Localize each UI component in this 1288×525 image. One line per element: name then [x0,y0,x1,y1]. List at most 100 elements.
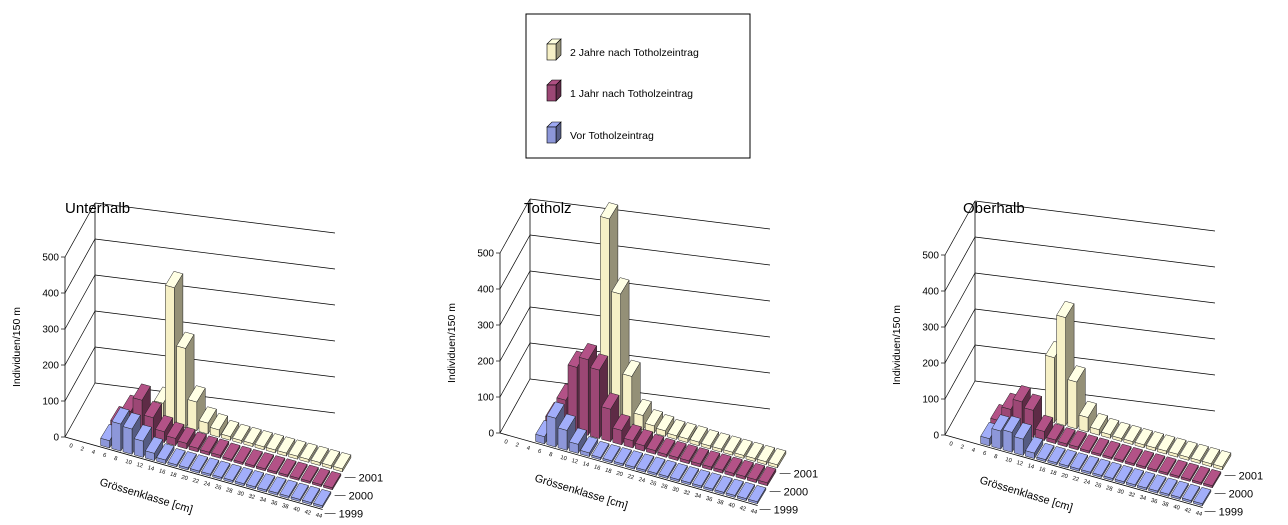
bar [1193,500,1203,507]
bar [669,476,680,483]
bar [321,462,332,470]
x-tick-label: 44 [315,512,324,520]
x-tick-label: 12 [1016,460,1024,468]
legend-swatch [546,84,557,102]
y-axis-label: Individuen/150 m [891,305,903,385]
x-axis-line [944,434,1203,508]
bar [255,466,266,472]
x-tick-label: 24 [638,477,647,485]
bar [1145,445,1156,452]
legend-label: 1 Jahr nach Totholzeintrag [570,88,693,100]
bar [279,493,290,499]
bar [187,399,198,432]
y-tick-label: 0 [53,433,59,444]
bar [1124,460,1135,467]
x-tick-label: 6 [102,453,107,460]
bar [290,496,301,502]
gridline-side [499,378,531,434]
bar [1157,448,1167,455]
bar [546,415,557,448]
y-tick-label: 300 [477,321,494,332]
x-tick-label: 16 [158,468,166,476]
legend: 2 Jahre nach Totholzeintrag 1 Jahr nach T… [525,13,751,159]
bar [602,458,613,464]
bar [122,426,133,455]
bar [165,284,175,425]
y-tick-label: 300 [922,323,939,334]
bar [277,450,287,457]
bar [1180,476,1191,482]
bar [1135,464,1146,470]
x-tick-label: 28 [1105,485,1113,493]
bar [1203,482,1213,489]
series-label: 1999 [339,508,363,520]
bar [209,427,220,438]
bar [758,480,768,487]
series-label: 2000 [349,490,373,502]
x-tick-label: 38 [716,499,724,507]
series-label: 2000 [784,486,808,498]
bar [667,432,677,440]
gridline [94,202,336,234]
chart-title: Totholz [524,200,572,217]
bar [188,445,199,453]
bar [311,481,322,488]
gridline-side [944,344,976,400]
bar [724,470,735,477]
bar [1092,472,1102,478]
bar [245,484,256,490]
bar [198,420,209,435]
bar [288,453,298,460]
bar [1213,464,1223,471]
bar [735,473,746,480]
bar [1123,438,1134,445]
bar [578,356,589,436]
bar [333,466,343,473]
bar [254,444,265,451]
bar [725,492,736,498]
x-axis-line [499,432,758,506]
gridline [94,274,336,306]
bar [1134,442,1145,449]
gridline [94,310,336,342]
bar [1089,426,1100,436]
bar [1181,497,1192,504]
gridline [974,308,1216,340]
bar [756,458,767,466]
bar [1013,436,1024,456]
bar [244,462,255,469]
gridline [974,236,1216,268]
bar [268,490,278,496]
x-tick-label: 44 [750,508,759,516]
x-tick-label: 16 [593,464,601,472]
bar [702,464,712,471]
bar [613,461,624,467]
legend-swatch [546,43,557,61]
bar [591,454,601,461]
bar [1114,478,1125,485]
bar [1158,470,1168,476]
y-tick-label: 0 [933,431,939,442]
series-label: 2000 [1229,488,1253,500]
bar [233,459,244,465]
bar [634,442,645,452]
bar [746,476,757,484]
x-axis-line [64,436,323,510]
x-tick-label: 14 [147,465,156,473]
x-tick-label: 20 [180,475,188,483]
bar [199,449,210,456]
gridline-side [499,306,531,362]
bar [601,406,611,443]
gridline-side [64,202,96,258]
gridline-side [944,236,976,292]
bar [680,480,691,486]
series-label: 2001 [359,472,383,484]
x-tick-label: 30 [1116,488,1124,496]
chart-panel: Unterhalb0100200300400500Individuen/150 … [11,200,383,520]
x-tick-label: 4 [91,449,96,456]
x-tick-label: 40 [1172,504,1180,512]
bar [265,447,276,454]
bar [692,483,702,489]
bar [1101,431,1111,439]
bar [1046,437,1056,445]
